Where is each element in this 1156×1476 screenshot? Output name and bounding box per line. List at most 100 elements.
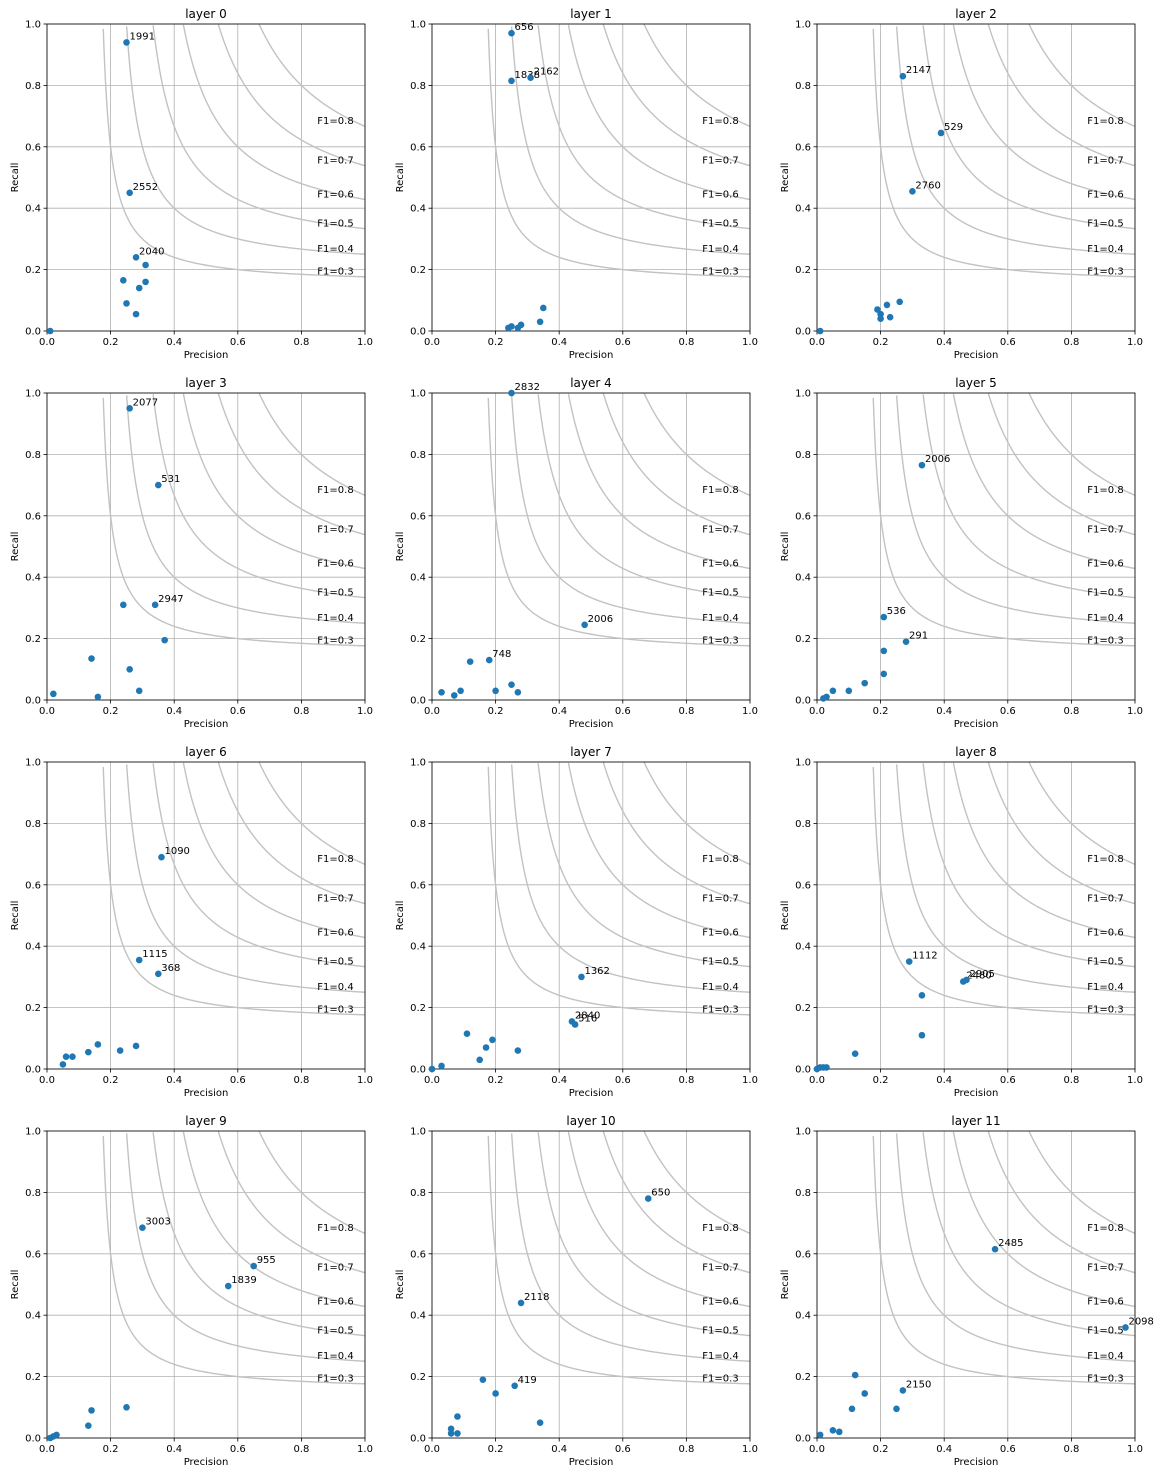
iso-f1-label: F1=0.3	[317, 1374, 353, 1385]
iso-f1-curve	[602, 393, 750, 536]
chart-title: layer 11	[951, 1114, 1000, 1128]
scatter-point	[511, 1382, 518, 1390]
chart-title: layer 7	[570, 745, 612, 759]
iso-f1-label: F1=0.7	[317, 525, 353, 536]
y-tick-label: 0.6	[410, 1249, 426, 1260]
point-label: 2098	[1128, 1316, 1153, 1327]
x-tick-label: 0.8	[1063, 337, 1079, 348]
iso-f1-label: F1=0.8	[1087, 854, 1123, 865]
iso-f1-curve	[872, 1135, 1135, 1385]
iso-f1-curve	[895, 1133, 1135, 1362]
x-tick-label: 0.0	[809, 1444, 825, 1455]
scatter-point	[466, 658, 474, 665]
scatter-point	[59, 1061, 67, 1068]
scatter-point	[135, 956, 143, 964]
x-tick-label: 0.4	[936, 1444, 952, 1455]
iso-f1-curve	[922, 763, 1135, 968]
x-tick-label: 0.2	[873, 1444, 889, 1455]
point-label: 2552	[133, 182, 158, 193]
y-tick-label: 0.0	[25, 327, 41, 338]
x-tick-label: 1.0	[357, 337, 373, 348]
y-tick-label: 0.4	[795, 942, 811, 953]
iso-f1-label: F1=0.7	[317, 894, 353, 905]
iso-f1-curve	[1028, 1131, 1135, 1234]
iso-f1-label: F1=0.7	[702, 525, 738, 536]
iso-f1-curve	[510, 1133, 750, 1362]
x-tick-label: 0.4	[166, 337, 182, 348]
x-tick-label: 1.0	[742, 1444, 758, 1455]
scatter-point	[135, 687, 143, 695]
y-tick-label: 0.2	[795, 1003, 811, 1014]
iso-f1-curve	[895, 395, 1135, 624]
iso-f1-curve	[102, 397, 365, 647]
iso-f1-curve	[987, 393, 1135, 536]
y-tick-label: 0.8	[410, 819, 426, 830]
scatter-point	[877, 310, 884, 318]
iso-f1-curve	[487, 28, 750, 278]
iso-f1-label: F1=0.8	[702, 1223, 738, 1234]
y-tick-label: 0.2	[25, 1372, 41, 1383]
iso-f1-curve	[217, 762, 365, 905]
scatter-point	[126, 405, 133, 412]
iso-f1-label: F1=0.4	[317, 244, 353, 255]
iso-f1-label: F1=0.6	[1087, 1296, 1123, 1307]
x-tick-label: 0.8	[1063, 706, 1079, 717]
iso-f1-curve	[182, 1131, 365, 1308]
chart-title: layer 10	[566, 1114, 615, 1128]
iso-f1-curve	[602, 762, 750, 905]
x-axis-label: Precision	[184, 719, 229, 730]
scatter-point	[85, 1422, 92, 1430]
iso-f1-label: F1=0.6	[702, 189, 738, 200]
y-tick-label: 0.2	[410, 265, 426, 276]
x-tick-label: 0.2	[103, 1444, 119, 1455]
x-tick-label: 0.4	[551, 1444, 567, 1455]
scatter-point	[991, 1245, 999, 1253]
x-tick-label: 0.6	[615, 706, 631, 717]
axes-frame	[46, 392, 366, 701]
chart-title: layer 3	[185, 376, 227, 390]
scatter-point	[151, 601, 159, 609]
x-axis-label: Precision	[184, 350, 229, 361]
scatter-point	[905, 958, 913, 965]
y-tick-label: 0.4	[25, 204, 41, 215]
point-label: 516	[578, 1013, 597, 1024]
axes-frame	[431, 23, 751, 332]
scatter-point	[874, 306, 881, 313]
chart-title: layer 2	[955, 7, 997, 21]
scatter-point	[142, 278, 149, 286]
scatter-point	[514, 1047, 522, 1054]
iso-f1-curve	[567, 393, 750, 570]
scatter-point	[492, 1390, 499, 1397]
iso-f1-curve	[602, 24, 750, 167]
iso-f1-curve	[258, 393, 365, 496]
x-tick-label: 1.0	[742, 706, 758, 717]
iso-f1-curve	[152, 763, 365, 968]
iso-f1-label: F1=0.7	[702, 894, 738, 905]
iso-f1-curve	[952, 762, 1135, 939]
iso-f1-curve	[102, 28, 365, 278]
x-tick-label: 0.4	[166, 1444, 182, 1455]
axes-frame	[46, 23, 366, 332]
x-tick-label: 0.6	[1000, 337, 1016, 348]
x-tick-label: 0.6	[230, 1075, 246, 1086]
scatter-point	[482, 1044, 490, 1051]
iso-f1-curve	[567, 24, 750, 201]
scatter-point	[851, 1371, 859, 1379]
scatter-point	[540, 304, 547, 312]
x-tick-label: 0.0	[809, 1075, 825, 1086]
y-tick-label: 1.0	[410, 758, 426, 769]
chart-panel-layer-3: F1=0.3F1=0.4F1=0.5F1=0.6F1=0.7F1=0.80.00…	[10, 376, 373, 730]
scatter-point	[1122, 1324, 1129, 1331]
y-tick-label: 1.0	[410, 20, 426, 31]
iso-f1-curve	[125, 26, 365, 255]
chart-panel-layer-0: F1=0.3F1=0.4F1=0.5F1=0.6F1=0.7F1=0.80.00…	[10, 7, 373, 361]
point-label: 1838	[515, 70, 540, 81]
scatter-point	[69, 1053, 76, 1061]
y-tick-label: 0.2	[795, 634, 811, 645]
point-label: 291	[909, 631, 928, 642]
x-tick-label: 0.4	[936, 337, 952, 348]
y-tick-label: 0.8	[410, 1188, 426, 1199]
y-tick-label: 0.4	[410, 1311, 426, 1322]
y-tick-label: 0.0	[795, 1434, 811, 1445]
